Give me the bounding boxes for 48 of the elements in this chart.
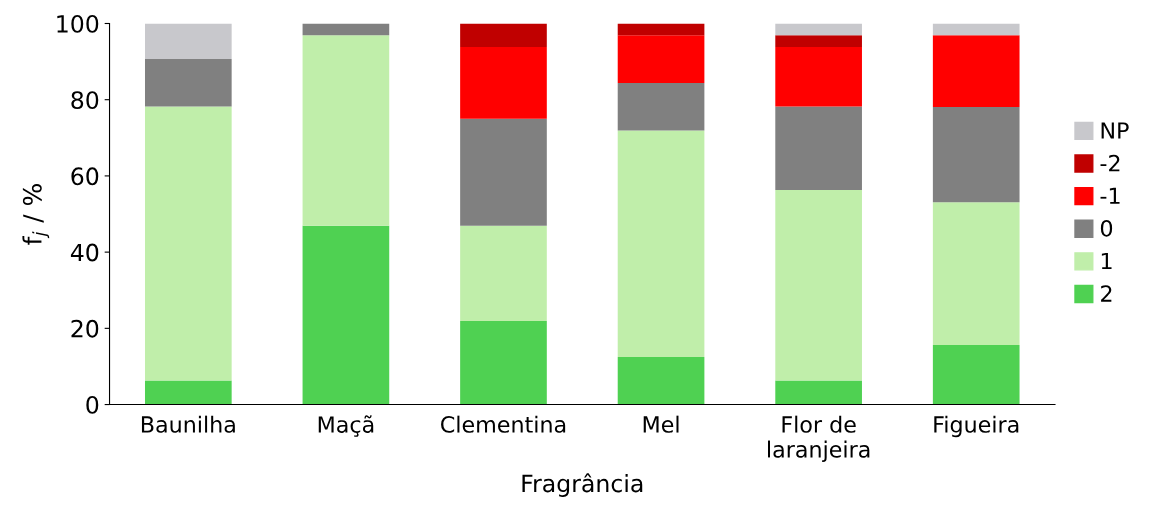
bar <box>617 82 705 131</box>
bar <box>932 23 1020 36</box>
bar <box>302 225 390 405</box>
x-tick-label: Mel <box>643 415 679 433</box>
legend-label: -2 <box>1100 154 1120 172</box>
bar <box>932 35 1020 107</box>
bar <box>302 23 390 36</box>
bar <box>775 190 862 381</box>
bar <box>617 130 705 357</box>
bar <box>617 35 705 83</box>
y-tick-label: 20 <box>71 319 99 338</box>
bar <box>775 23 862 36</box>
x-axis-title: Fragrância <box>522 473 643 497</box>
bar <box>617 356 705 405</box>
bar <box>932 106 1020 203</box>
x-tick-label: Clementina <box>441 415 566 433</box>
bar <box>932 345 1020 405</box>
bar <box>775 106 862 191</box>
x-tick-label: Flor de laranjeira <box>768 415 870 463</box>
y-tick-label: 80 <box>71 91 99 110</box>
bar <box>144 23 232 59</box>
bar <box>144 58 232 107</box>
legend-label: 0 <box>1100 219 1113 237</box>
legend-label: 2 <box>1101 285 1112 302</box>
bar <box>302 35 390 226</box>
y-axis-title: f$_{j}$ / % <box>22 184 50 245</box>
y-tick-label: 40 <box>70 243 99 262</box>
bar <box>144 106 232 381</box>
legend-label: -1 <box>1100 187 1120 204</box>
legend-label: 1 <box>1101 252 1112 270</box>
bar <box>775 380 862 405</box>
bar <box>617 23 705 36</box>
bar <box>932 202 1020 346</box>
bar <box>775 47 862 107</box>
y-tick-label: 0 <box>86 396 99 414</box>
bar <box>775 35 862 48</box>
x-tick-label: Figueira <box>934 415 1019 438</box>
x-tick-label: Baunilha <box>141 415 235 433</box>
x-tick-label: Maçã <box>318 415 374 437</box>
bar <box>460 225 547 322</box>
bar <box>460 47 547 119</box>
bar <box>460 321 547 405</box>
bar <box>460 23 547 48</box>
bar <box>144 380 232 405</box>
y-tick-label: 60 <box>71 167 99 186</box>
bar <box>460 118 547 226</box>
legend-label: NP <box>1101 122 1129 139</box>
y-tick-label: 100 <box>57 14 99 33</box>
